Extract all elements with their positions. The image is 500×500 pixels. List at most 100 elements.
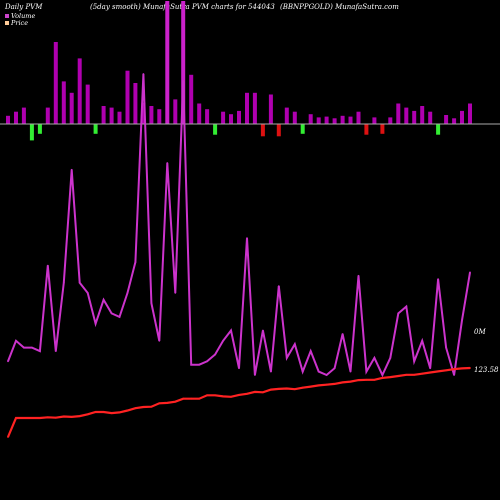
volume-bar — [37, 124, 42, 134]
volume-line-point — [437, 278, 439, 281]
price-line-point — [317, 384, 320, 387]
volume-bar — [468, 103, 472, 124]
volume-bar — [340, 115, 345, 124]
volume-bar — [332, 118, 337, 124]
volume-line-point — [413, 360, 416, 363]
price-line-point — [166, 402, 169, 404]
volume-line-point — [317, 370, 320, 373]
price-line-point — [214, 394, 217, 397]
volume-bar — [165, 1, 170, 124]
header-left: Daily PVM — [4, 3, 43, 11]
price-line-point — [70, 416, 73, 418]
volume-line-point — [309, 350, 312, 352]
volume-line-point — [206, 360, 209, 363]
volume-bar — [380, 124, 385, 134]
volume-line-point — [110, 312, 113, 315]
volume-bar — [61, 81, 66, 124]
volume-line-point — [461, 319, 463, 322]
price-line-point — [62, 415, 65, 418]
volume-line-point — [190, 363, 193, 366]
legend-price-swatch — [5, 21, 9, 25]
volume-bar — [268, 94, 273, 124]
legend-price-label: Price — [10, 19, 28, 27]
price-line-point — [413, 373, 416, 376]
volume-line-point — [134, 261, 137, 263]
price-line-point — [341, 381, 344, 384]
volume-bar — [181, 1, 186, 124]
price-line-point — [365, 378, 368, 381]
volume-line-point — [301, 370, 304, 373]
volume-bar — [372, 117, 377, 124]
price-line-point — [23, 417, 25, 419]
price-line-point — [222, 395, 225, 398]
volume-bar — [77, 58, 82, 124]
volume-bar — [53, 42, 58, 124]
volume-line-point — [86, 292, 89, 294]
volume-line-point — [174, 292, 177, 294]
volume-bar — [117, 111, 122, 124]
volume-line-point — [23, 346, 25, 349]
volume-line-point — [158, 339, 161, 342]
volume-bar — [308, 114, 313, 124]
volume-bar — [109, 107, 114, 124]
volume-bar — [460, 110, 464, 124]
volume-line-point — [325, 374, 328, 376]
volume-line-point — [150, 302, 153, 305]
price-line-point — [198, 397, 201, 400]
volume-bar — [444, 115, 449, 124]
volume-bar — [252, 92, 257, 124]
volume-line-point — [142, 73, 145, 75]
volume-bar — [45, 107, 50, 124]
volume-bar — [69, 92, 74, 124]
price-line-point — [206, 394, 209, 397]
volume-bar — [29, 124, 34, 141]
header-site: (BBNPPGOLD) MunafaSutra.com — [280, 3, 399, 11]
volume-line-point — [293, 343, 296, 346]
price-line-point — [94, 411, 97, 413]
volume-bar — [436, 124, 441, 135]
price-line-point — [39, 417, 41, 419]
volume-line-point — [166, 162, 169, 164]
price-line-point — [246, 392, 248, 395]
volume-bar — [205, 109, 210, 124]
volume-bar — [292, 111, 297, 124]
volume-bar — [101, 106, 106, 124]
volume-bar — [189, 74, 194, 124]
volume-line-point — [445, 346, 447, 349]
price-line-point — [277, 388, 280, 390]
volume-bar — [229, 114, 233, 124]
price-line-point — [461, 367, 463, 370]
price-line-point — [238, 394, 240, 396]
volume-bar — [356, 111, 361, 124]
price-line-point — [293, 388, 296, 391]
price-line-point — [254, 391, 256, 393]
volume-bar — [245, 92, 249, 124]
volume-bar — [197, 103, 202, 124]
price-line-points — [7, 367, 471, 438]
volume-line-point — [230, 329, 232, 332]
volume-bar — [284, 107, 289, 124]
volume-bar — [221, 111, 226, 124]
price-line-point — [150, 405, 153, 408]
volume-line-point — [365, 370, 368, 373]
price-line-point — [15, 417, 17, 419]
price-line-point — [126, 409, 129, 412]
volume-bar — [316, 117, 321, 124]
price-line-point — [333, 383, 336, 385]
price-line-point — [102, 411, 105, 413]
price-line-point — [349, 380, 352, 383]
price-line-point — [86, 413, 89, 416]
price-line-point — [134, 407, 137, 410]
volume-line-point — [357, 274, 360, 277]
volume-line-point — [270, 370, 272, 373]
price-line-point — [190, 397, 193, 400]
volume-bar — [348, 116, 353, 124]
price-line-point — [357, 379, 360, 381]
price-line-point — [230, 395, 232, 398]
legend-volume-swatch — [5, 14, 9, 18]
volume-line-point — [469, 271, 471, 274]
volume-bar — [404, 107, 409, 124]
volume-bar — [125, 70, 130, 124]
volume-bar — [452, 118, 457, 124]
